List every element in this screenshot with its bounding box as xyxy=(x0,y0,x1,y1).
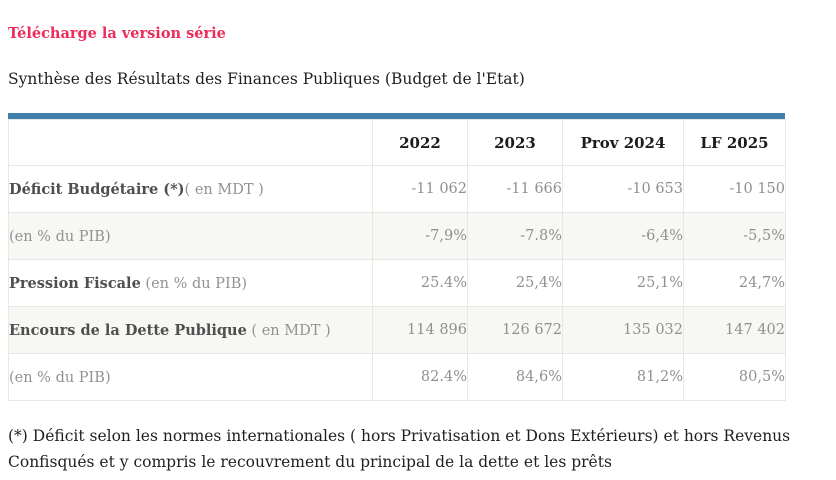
cell-value: 82.4% xyxy=(372,353,468,401)
row-label-unit: ( en MDT ) xyxy=(246,322,331,339)
cell-value: 25,4% xyxy=(467,259,563,307)
footnote-line-2: Confisqués et y compris le recouvrement … xyxy=(8,453,612,471)
row-label-bold: Déficit Budgétaire (*) xyxy=(9,180,185,198)
cell-value: 24,7% xyxy=(683,259,786,307)
cell-value: 80,5% xyxy=(683,353,786,401)
cell-value: -11 666 xyxy=(467,165,563,213)
row-label-unit: (en % du PIB) xyxy=(9,369,111,386)
page-title: Synthèse des Résultats des Finances Publ… xyxy=(8,70,525,88)
table-header-row: 2022 2023 Prov 2024 LF 2025 xyxy=(8,119,786,166)
column-header-2023: 2023 xyxy=(467,119,563,166)
row-label-unit: (en % du PIB) xyxy=(140,275,248,292)
cell-value: 147 402 xyxy=(683,306,786,354)
cell-value: -11 062 xyxy=(372,165,468,213)
cell-value: -5,5% xyxy=(683,212,786,260)
row-label-unit: (en % du PIB) xyxy=(9,228,111,245)
cell-value: -6,4% xyxy=(562,212,684,260)
row-label: Encours de la Dette Publique ( en MDT ) xyxy=(8,306,373,354)
table-row-deficit-mdt: Déficit Budgétaire (*)( en MDT ) -11 062… xyxy=(8,165,786,213)
column-header-prov-2024: Prov 2024 xyxy=(562,119,684,166)
row-label: Pression Fiscale (en % du PIB) xyxy=(8,259,373,307)
cell-value: -10 150 xyxy=(683,165,786,213)
table-row-deficit-pib: (en % du PIB) -7,9% -7.8% -6,4% -5,5% xyxy=(8,212,786,260)
row-label: (en % du PIB) xyxy=(8,353,373,401)
row-label-unit: ( en MDT ) xyxy=(184,181,264,198)
column-header-lf-2025: LF 2025 xyxy=(683,119,786,166)
table-row-pression-fiscale: Pression Fiscale (en % du PIB) 25.4% 25,… xyxy=(8,259,786,307)
cell-value: -7,9% xyxy=(372,212,468,260)
row-label: (en % du PIB) xyxy=(8,212,373,260)
cell-value: 84,6% xyxy=(467,353,563,401)
column-header-2022: 2022 xyxy=(372,119,468,166)
cell-value: -7.8% xyxy=(467,212,563,260)
table-row-encours-dette-pib: (en % du PIB) 82.4% 84,6% 81,2% 80,5% xyxy=(8,353,786,401)
finance-summary-table: 2022 2023 Prov 2024 LF 2025 Déficit Budg… xyxy=(8,119,786,401)
row-label-bold: Encours de la Dette Publique xyxy=(9,321,247,339)
cell-value: 114 896 xyxy=(372,306,468,354)
row-label-bold: Pression Fiscale xyxy=(9,274,141,292)
row-label: Déficit Budgétaire (*)( en MDT ) xyxy=(8,165,373,213)
cell-value: 81,2% xyxy=(562,353,684,401)
cell-value: 126 672 xyxy=(467,306,563,354)
download-series-link[interactable]: Télécharge la version série xyxy=(8,25,226,42)
cell-value: 25.4% xyxy=(372,259,468,307)
cell-value: 135 032 xyxy=(562,306,684,354)
table-row-encours-dette-mdt: Encours de la Dette Publique ( en MDT ) … xyxy=(8,306,786,354)
footnote-line-1: (*) Déficit selon les normes internation… xyxy=(8,427,791,445)
cell-value: -10 653 xyxy=(562,165,684,213)
finance-table-container: 2022 2023 Prov 2024 LF 2025 Déficit Budg… xyxy=(8,113,786,401)
table-footnote: (*) Déficit selon les normes internation… xyxy=(8,423,798,475)
cell-value: 25,1% xyxy=(562,259,684,307)
column-header-empty xyxy=(8,119,373,166)
